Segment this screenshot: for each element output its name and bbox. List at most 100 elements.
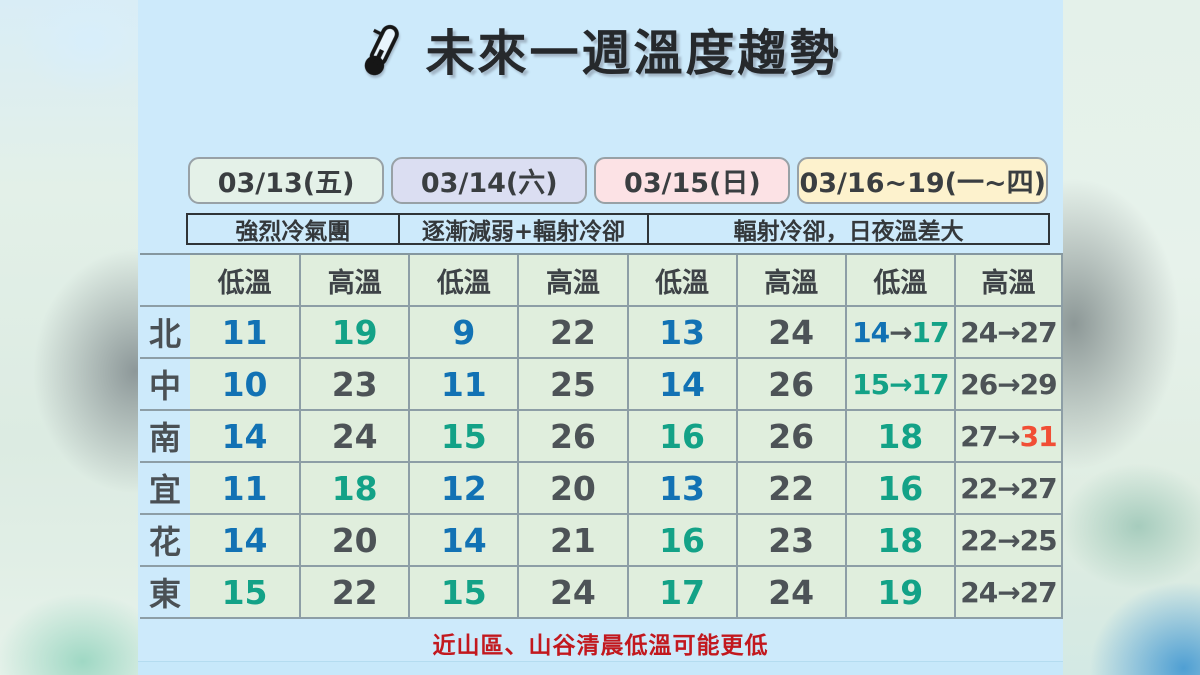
temp-value: 22 — [331, 572, 378, 612]
temp-cell: 15 → 17 — [844, 359, 954, 411]
page-title: 未來一週溫度趨勢 — [138, 14, 1063, 85]
temp-cell: 11 — [190, 463, 300, 515]
temp-cell: 18 — [299, 463, 409, 515]
col-header-cell: 高溫 — [953, 255, 1063, 307]
temp-value: 22 — [549, 312, 596, 352]
temp-cell: 9 — [408, 307, 518, 359]
temp-cell: 20 — [299, 515, 409, 567]
temp-cell: 22 — [299, 567, 409, 619]
temp-value: 16 — [877, 468, 924, 508]
temp-value: 15 — [440, 416, 487, 456]
col-header-cell: 低溫 — [190, 255, 300, 307]
temp-cell: 26 → 29 — [953, 359, 1063, 411]
temp-value: 24 — [960, 315, 998, 349]
arrow-glyph: → — [889, 315, 912, 349]
temp-value: 20 — [549, 468, 596, 508]
date-header-row: 03/13(五) 03/14(六) 03/15(日) 03/16~19(一~四) — [188, 157, 1048, 204]
condition-band: 強烈冷氣團 逐漸減弱+輻射冷卻 輻射冷卻，日夜溫差大 — [186, 213, 1050, 245]
temp-cell: 19 — [844, 567, 954, 619]
temp-cell: 16 — [626, 411, 736, 463]
temp-value: 18 — [331, 468, 378, 508]
temp-cell: 12 — [408, 463, 518, 515]
temp-value: 27 — [1019, 471, 1058, 505]
temp-value: 19 — [331, 312, 378, 352]
temp-value: 18 — [877, 416, 924, 456]
arrow-glyph: → — [997, 419, 1020, 453]
temp-value: 14 — [440, 520, 487, 560]
temp-value: 27 — [1019, 575, 1058, 609]
temp-cell: 15 — [408, 567, 518, 619]
temp-value: 31 — [1019, 419, 1058, 453]
arrow-glyph: → — [997, 575, 1020, 609]
content-area: 未來一週溫度趨勢 03/13(五) 03/14(六) 03/15(日) 03/16~1… — [138, 0, 1063, 675]
col-header-cell: 高溫 — [299, 255, 409, 307]
temp-value: 14 — [221, 416, 268, 456]
temp-value: 25 — [549, 364, 596, 404]
temp-value: 26 — [549, 416, 596, 456]
temp-cell: 16 — [626, 515, 736, 567]
temp-cell: 15 — [190, 567, 300, 619]
date-chip: 03/16~19(一~四) — [797, 157, 1048, 204]
temp-value: 24 — [331, 416, 378, 456]
temp-value: 15 — [440, 572, 487, 612]
temp-value: 25 — [1019, 523, 1058, 557]
condition-label: 逐漸減弱+輻射冷卻 — [397, 215, 647, 245]
temp-cell: 25 — [517, 359, 627, 411]
date-chip: 03/14(六) — [391, 157, 588, 204]
temp-cell: 14 → 17 — [844, 307, 954, 359]
temp-value: 23 — [331, 364, 378, 404]
temp-cell: 24 — [517, 567, 627, 619]
arrow-glyph: → — [997, 471, 1020, 505]
temp-cell: 11 — [408, 359, 518, 411]
temp-cell: 22 → 27 — [953, 463, 1063, 515]
temp-value: 13 — [659, 468, 706, 508]
temp-cell: 14 — [190, 411, 300, 463]
temp-value: 20 — [331, 520, 378, 560]
col-header-cell: 低溫 — [626, 255, 736, 307]
temp-cell: 21 — [517, 515, 627, 567]
temp-value: 9 — [452, 312, 476, 352]
arrow-glyph: → — [997, 315, 1020, 349]
region-label: 中 — [140, 359, 190, 411]
temp-value: 15 — [221, 572, 268, 612]
temp-value: 24 — [960, 575, 998, 609]
temp-cell: 24 → 27 — [953, 567, 1063, 619]
temp-value: 11 — [440, 364, 487, 404]
temp-cell: 20 — [517, 463, 627, 515]
bottom-strip — [138, 661, 1063, 675]
temp-value: 13 — [659, 312, 706, 352]
temp-value: 22 — [960, 523, 998, 557]
temp-value: 16 — [659, 520, 706, 560]
temp-value: 14 — [659, 364, 706, 404]
condition-label: 強烈冷氣團 — [235, 219, 351, 245]
temperature-table: 低溫 高溫 低溫 高溫 低溫 高溫 低溫 高溫北 11 19 9 22 13 24 14 → 17 24 → 27 中 1… — [140, 253, 1063, 619]
temp-cell: 24 — [299, 411, 409, 463]
arrow-glyph: → — [889, 367, 912, 401]
temp-cell: 11 — [190, 307, 300, 359]
thermometer-icon — [365, 24, 400, 75]
temp-value: 26 — [768, 364, 815, 404]
col-header-cell: 高溫 — [517, 255, 627, 307]
region-label: 花 — [140, 515, 190, 567]
temp-value: 11 — [221, 312, 268, 352]
temp-cell: 13 — [626, 463, 736, 515]
temp-value: 26 — [960, 367, 998, 401]
temp-cell: 23 — [299, 359, 409, 411]
col-header-cell: 低溫 — [844, 255, 954, 307]
temp-value: 17 — [659, 572, 706, 612]
arrow-glyph: → — [997, 523, 1020, 557]
temp-value: 23 — [768, 520, 815, 560]
temp-cell: 14 — [408, 515, 518, 567]
region-label: 東 — [140, 567, 190, 619]
temp-value: 12 — [440, 468, 487, 508]
region-label: 南 — [140, 411, 190, 463]
temp-cell: 26 — [735, 359, 845, 411]
temp-cell: 13 — [626, 307, 736, 359]
temp-value: 24 — [768, 572, 815, 612]
temp-cell: 24 — [735, 307, 845, 359]
temp-cell: 22 → 25 — [953, 515, 1063, 567]
temp-value: 17 — [911, 315, 950, 349]
temp-cell: 14 — [190, 515, 300, 567]
background-blur-right — [1063, 0, 1200, 675]
temp-value: 29 — [1019, 367, 1058, 401]
